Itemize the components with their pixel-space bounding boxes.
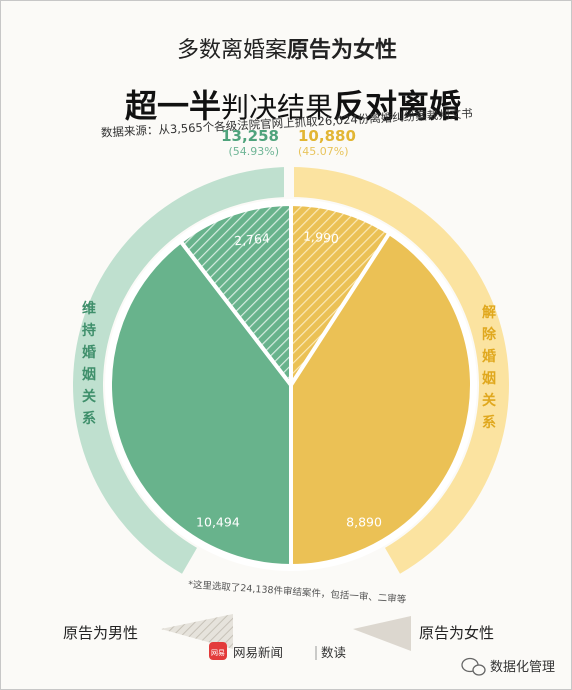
total-dissolve: 10,880	[298, 127, 356, 145]
side-yellow-char: 除	[482, 326, 497, 343]
legend-female-swatch	[353, 616, 411, 651]
watermark-text: 数据化管理	[490, 660, 555, 675]
title-line-1: 多数离婚案原告为女性	[177, 37, 397, 63]
legend-female-label: 原告为女性	[419, 624, 494, 642]
svg-text:网易: 网易	[211, 649, 225, 657]
side-green-char: 系	[82, 410, 96, 427]
side-yellow-char: 姻	[482, 370, 496, 387]
slice-label-2: 10,494	[196, 514, 240, 529]
total-maintain: 13,258	[221, 127, 279, 145]
slice-label-1: 8,890	[346, 514, 382, 529]
percent-dissolve: (45.07%)	[298, 145, 349, 158]
slice-maintain-male	[177, 201, 293, 391]
side-green-char: 持	[82, 322, 96, 339]
footnote: *这里选取了24,138件审结案件，包括一审、二审等	[188, 578, 407, 605]
side-green-char: 关	[82, 388, 96, 405]
brand-sub: 数读	[321, 645, 346, 660]
ring-dissolve-marriage	[291, 167, 509, 574]
side-yellow-char: 婚	[482, 348, 496, 365]
brand-logo: 网易	[209, 642, 227, 660]
slice-dissolve-female	[289, 230, 474, 569]
percent-maintain: (54.93%)	[228, 145, 279, 158]
side-yellow-char: 关	[482, 392, 496, 409]
slice-label-3: 2,764	[234, 230, 271, 248]
legend-male-swatch	[161, 614, 233, 649]
ring-maintain-marriage	[73, 167, 292, 574]
side-yellow-char: 解	[482, 304, 496, 321]
wechat-icon	[461, 657, 486, 676]
side-green-char: 婚	[82, 344, 96, 361]
slice-dissolve-male	[289, 201, 393, 392]
brand-name: 网易新闻	[233, 645, 283, 660]
pie-slices	[108, 201, 474, 569]
pie-labels: 1,990 8,890 10,494 2,764	[196, 228, 382, 529]
side-green-char: 维	[82, 300, 96, 317]
side-green-char: 姻	[82, 366, 96, 383]
legend-male-label: 原告为男性	[63, 624, 138, 642]
title-line-2: 超一半判决结果反对离婚	[125, 87, 461, 125]
side-yellow-char: 系	[482, 414, 496, 431]
slice-label-0: 1,990	[303, 228, 340, 246]
slice-maintain-female	[108, 238, 293, 569]
